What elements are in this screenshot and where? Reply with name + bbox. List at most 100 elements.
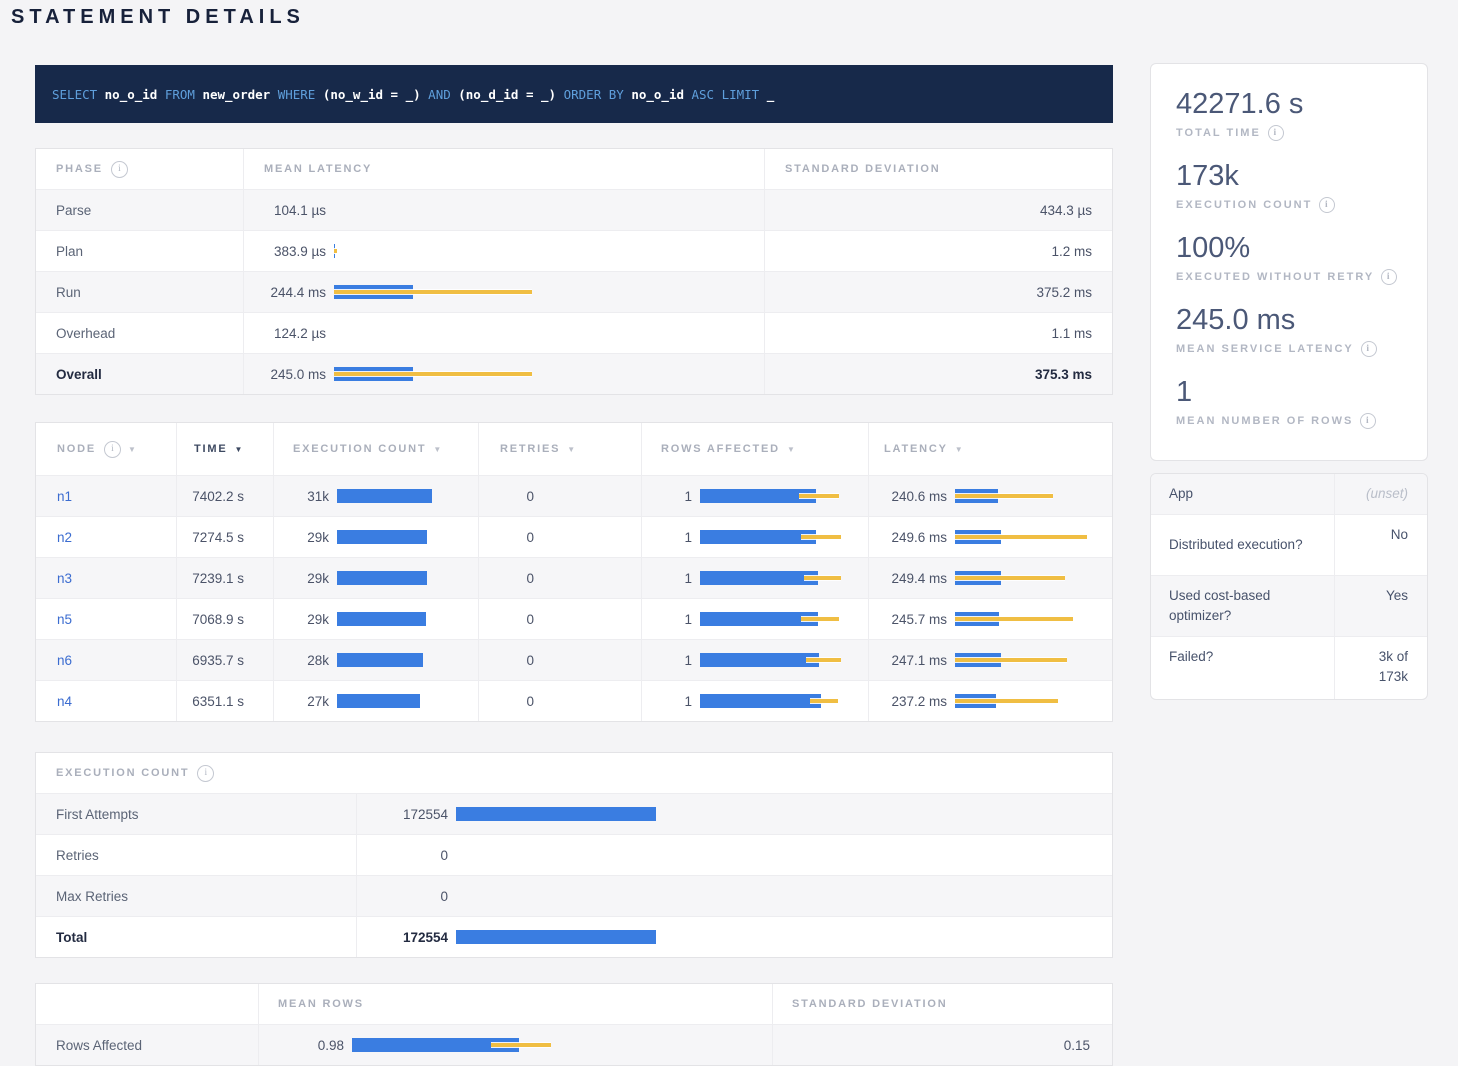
- latency-value: 249.6 ms: [869, 530, 947, 545]
- latency-value: 247.1 ms: [869, 653, 947, 668]
- sort-desc-icon: [234, 439, 242, 457]
- info-icon[interactable]: [1319, 197, 1335, 213]
- node-link[interactable]: n1: [57, 489, 72, 504]
- latency-bar: [955, 489, 1102, 503]
- retries-value: 0: [479, 653, 534, 668]
- execution-count-value: 28k: [274, 653, 329, 668]
- count-bar: [456, 848, 1092, 862]
- rows-affected-column-header[interactable]: ROWS AFFECTED: [641, 423, 868, 475]
- fact-label: Distributed execution?: [1151, 515, 1334, 575]
- stddev-bar: [955, 535, 1087, 539]
- mean-rows-value: 0.98: [259, 1038, 344, 1053]
- execution-count-bar: [337, 612, 445, 626]
- table-row: Overhead 124.2 µs 1.1 ms: [36, 312, 1112, 353]
- table-header-row: NODE TIME EXECUTION COUNT RETRIES ROWS A…: [36, 423, 1112, 475]
- sort-desc-icon: [128, 439, 136, 457]
- fact-row-distributed-execution: Distributed execution? No: [1151, 514, 1427, 575]
- stddev-bar: [804, 576, 841, 580]
- stddev-value: 0.15: [1064, 1038, 1090, 1053]
- row-label: Rows Affected: [56, 1038, 142, 1053]
- execution-count-value: 31k: [274, 489, 329, 504]
- table-header-row: MEAN ROWS STANDARD DEVIATION: [36, 984, 1112, 1024]
- info-icon[interactable]: [197, 765, 214, 782]
- stddev-bar: [955, 699, 1058, 703]
- table-header-row: EXECUTION COUNT: [36, 753, 1112, 794]
- stat-value: 100%: [1176, 232, 1403, 264]
- phase-label: Run: [56, 285, 81, 300]
- fact-value: 3k of 173k: [1360, 647, 1408, 687]
- stddev-bar: [955, 576, 1065, 580]
- sql-token: LIMIT: [722, 87, 760, 102]
- info-icon[interactable]: [104, 441, 121, 458]
- table-header-row: PHASE MEAN LATENCY STANDARD DEVIATION: [36, 149, 1112, 189]
- rows-affected-value: 1: [642, 571, 692, 586]
- execution-count-title: EXECUTION COUNT: [56, 767, 189, 779]
- rows-affected-bar: [700, 489, 853, 503]
- info-icon[interactable]: [1381, 269, 1397, 285]
- mean-latency-value: 383.9 µs: [244, 244, 326, 259]
- phase-label: Overhead: [56, 326, 115, 341]
- count-bar: [456, 930, 1092, 944]
- mean-latency-value: 124.2 µs: [244, 326, 326, 341]
- time-value: 7068.9 s: [192, 612, 244, 627]
- stddev-bar: [810, 699, 838, 703]
- stat-executed-without-retry: 100% EXECUTED WITHOUT RETRY: [1176, 232, 1403, 285]
- mean-bar: [700, 571, 818, 585]
- execution-count-column-header[interactable]: EXECUTION COUNT: [273, 423, 478, 475]
- table-row: Overall 245.0 ms 375.3 ms: [36, 353, 1112, 394]
- latency-bar: [955, 612, 1102, 626]
- fact-value: (unset): [1366, 484, 1408, 504]
- node-link[interactable]: n4: [57, 694, 72, 709]
- fact-label: App: [1151, 474, 1334, 514]
- latency-value: 249.4 ms: [869, 571, 947, 586]
- time-column-header[interactable]: TIME: [176, 423, 273, 475]
- count-bar: [456, 807, 1092, 821]
- standard-deviation-column-header: STANDARD DEVIATION: [785, 163, 940, 175]
- table-row: n1 7402.2 s 31k 0 1 240.6 ms: [36, 475, 1112, 516]
- info-icon[interactable]: [111, 161, 128, 178]
- node-column-header[interactable]: NODE: [36, 423, 176, 475]
- stat-value: 42271.6 s: [1176, 88, 1403, 120]
- table-row: n3 7239.1 s 29k 0 1 249.4 ms: [36, 557, 1112, 598]
- latency-bar: [955, 653, 1102, 667]
- phase-label: Overall: [56, 367, 102, 382]
- sql-token: ASC: [692, 87, 715, 102]
- mean-latency-value: 244.4 ms: [244, 285, 326, 300]
- sql-token: WHERE: [278, 87, 316, 102]
- stat-total-time: 42271.6 s TOTAL TIME: [1176, 88, 1403, 141]
- latency-value: 237.2 ms: [869, 694, 947, 709]
- node-link[interactable]: n6: [57, 653, 72, 668]
- rows-affected-table: MEAN ROWS STANDARD DEVIATION Rows Affect…: [35, 983, 1113, 1066]
- rows-affected-bar: [700, 612, 853, 626]
- retries-value: 0: [479, 612, 534, 627]
- count-value: 0: [357, 848, 448, 863]
- sort-desc-icon: [567, 439, 575, 457]
- node-link[interactable]: n2: [57, 530, 72, 545]
- node-link[interactable]: n5: [57, 612, 72, 627]
- rows-affected-value: 1: [642, 530, 692, 545]
- info-icon[interactable]: [1360, 413, 1376, 429]
- info-icon[interactable]: [1268, 125, 1284, 141]
- rows-affected-bar: [700, 653, 853, 667]
- latency-bar: [334, 326, 739, 340]
- sql-token: no_o_id: [105, 87, 158, 102]
- rows-affected-value: 1: [642, 612, 692, 627]
- phase-latency-table: PHASE MEAN LATENCY STANDARD DEVIATION Pa…: [35, 148, 1113, 395]
- retries-column-header[interactable]: RETRIES: [478, 423, 641, 475]
- latency-bar: [334, 244, 739, 258]
- latency-column-header[interactable]: LATENCY: [868, 423, 1112, 475]
- table-row: Run 244.4 ms 375.2 ms: [36, 271, 1112, 312]
- sql-token: no_o_id: [631, 87, 684, 102]
- stat-label: TOTAL TIME: [1176, 127, 1261, 139]
- execution-count-bar: [337, 530, 445, 544]
- execution-count-value: 29k: [274, 571, 329, 586]
- time-value: 6935.7 s: [192, 653, 244, 668]
- stat-mean-number-of-rows: 1 MEAN NUMBER OF ROWS: [1176, 376, 1403, 429]
- table-row: n6 6935.7 s 28k 0 1 247.1 ms: [36, 639, 1112, 680]
- fact-row-failed: Failed? 3k of 173k: [1151, 636, 1427, 699]
- rows-affected-bar: [700, 694, 853, 708]
- mean-bar: [700, 694, 821, 708]
- info-icon[interactable]: [1361, 341, 1377, 357]
- node-link[interactable]: n3: [57, 571, 72, 586]
- node-statistics-table: NODE TIME EXECUTION COUNT RETRIES ROWS A…: [35, 422, 1113, 722]
